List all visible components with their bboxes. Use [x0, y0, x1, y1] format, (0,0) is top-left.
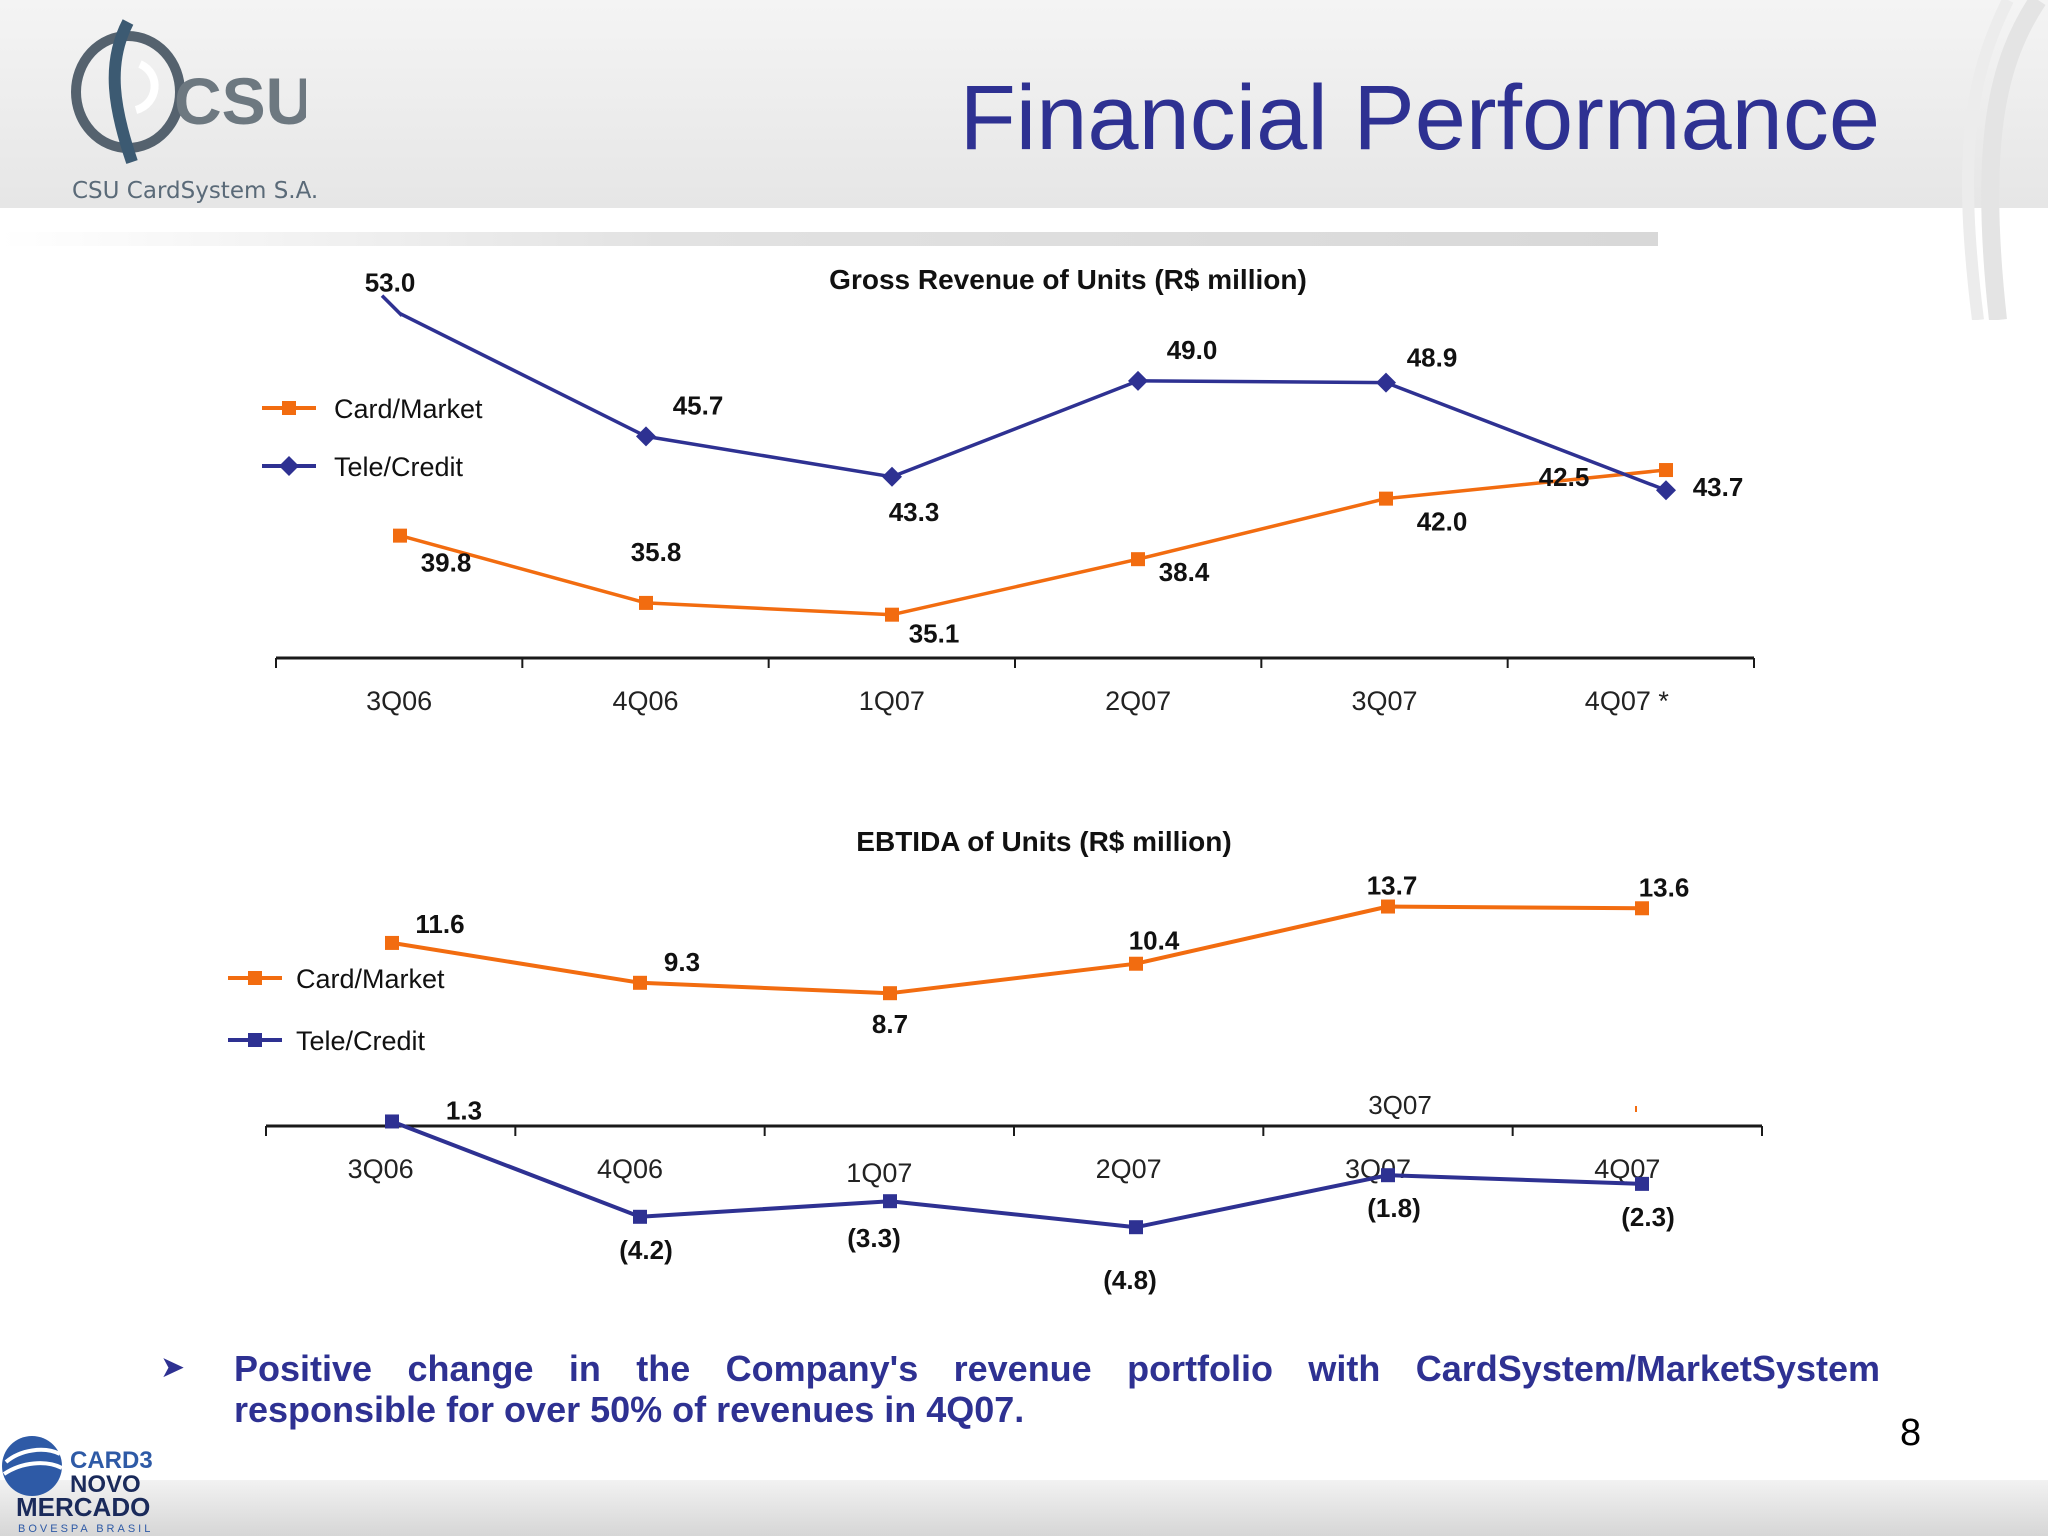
data-point: [385, 1114, 399, 1129]
data-point: [1635, 1176, 1649, 1191]
data-point: [885, 607, 899, 622]
series-line-tele-credit: [399, 312, 1667, 492]
data-point: [1129, 956, 1143, 971]
data-label: 49.0: [1167, 335, 1218, 365]
legend-label: Tele/Credit: [334, 452, 464, 482]
data-point: [1659, 463, 1673, 478]
data-label: (4.8): [1103, 1265, 1156, 1295]
logo-line-card3: CARD3: [70, 1447, 153, 1474]
logo-wordmark: CSU: [174, 64, 306, 138]
chart-annotation: 3Q07: [1368, 1090, 1432, 1120]
x-tick-label: 2Q07: [1096, 1154, 1162, 1184]
data-point: [1131, 552, 1145, 567]
x-tick-label: 1Q07: [859, 686, 925, 716]
x-tick-label: 4Q07: [1594, 1154, 1660, 1184]
data-point: [385, 935, 399, 950]
x-tick-label: 4Q06: [597, 1154, 663, 1184]
x-tick-label: 4Q07 *: [1585, 686, 1670, 716]
footer-band: [0, 1480, 2048, 1536]
data-point: [633, 975, 647, 990]
charts-canvas: Gross Revenue of Units (R$ million) 3Q06 4…: [228, 264, 1763, 1295]
legend-marker: [248, 1033, 262, 1047]
data-label: 43.3: [889, 497, 940, 527]
series-line-card-market: [391, 904, 1643, 996]
data-point: [636, 426, 656, 447]
logo-line-mercado: MERCADO: [16, 1492, 150, 1522]
header-band: [0, 0, 2048, 208]
data-label: 45.7: [673, 390, 724, 420]
x-tick-label: 2Q07: [1105, 686, 1171, 716]
x-tick-label: 3Q07: [1351, 686, 1417, 716]
x-tick-label: 3Q06: [348, 1154, 414, 1184]
header-divider: [0, 232, 1658, 246]
legend-marker: [248, 971, 262, 985]
data-label: 42.5: [1539, 462, 1590, 492]
chart-title: EBTIDA of Units (R$ million): [856, 826, 1231, 857]
series-line-card-market: [399, 468, 1667, 617]
page-number: 8: [1900, 1412, 1922, 1454]
legend-marker: [282, 401, 296, 415]
data-label: 42.0: [1417, 507, 1468, 537]
legend-label: Tele/Credit: [296, 1026, 426, 1056]
data-point: [1656, 480, 1676, 501]
data-label: 10.4: [1129, 926, 1180, 956]
data-label: 1.3: [446, 1095, 482, 1125]
x-tick-label: 3Q06: [366, 686, 432, 716]
data-label: (2.3): [1621, 1202, 1674, 1232]
data-label: 13.7: [1367, 871, 1418, 901]
data-point: [1381, 899, 1395, 914]
arrow-bullet-icon: ➤: [160, 1351, 186, 1384]
data-label: 35.1: [909, 619, 960, 649]
data-label: 39.8: [421, 548, 472, 578]
data-label: 43.7: [1693, 472, 1744, 502]
data-point: [1376, 372, 1396, 393]
legend-marker: [279, 456, 299, 476]
data-point: [1635, 901, 1649, 916]
data-label: 11.6: [415, 909, 464, 939]
data-point: [1379, 491, 1393, 506]
data-point: [883, 1194, 897, 1209]
data-point: [882, 466, 902, 487]
series-line-tele-credit: [391, 1119, 1643, 1230]
data-label: 48.9: [1407, 343, 1458, 373]
data-label: (4.2): [619, 1235, 672, 1265]
bullet-text: Positive change in the Company's revenue…: [234, 1348, 1880, 1430]
company-name: CSU CardSystem S.A.: [72, 178, 319, 204]
chart-title: Gross Revenue of Units (R$ million): [829, 264, 1307, 295]
data-point: [1128, 370, 1148, 391]
x-tick-label: 3Q07: [1345, 1154, 1411, 1184]
csu-logo: CSU: [71, 19, 306, 164]
data-label: (1.8): [1367, 1193, 1420, 1223]
data-label: 35.8: [631, 537, 682, 567]
series-line-start: [380, 294, 404, 317]
data-label: (3.3): [847, 1223, 900, 1253]
data-label: 9.3: [664, 947, 700, 977]
ebitda-chart: EBTIDA of Units (R$ million) 3Q06 4Q06 1Q07…: [228, 826, 1763, 1295]
novo-mercado-logo: CARD3 NOVO MERCADO BOVESPA BRASIL: [2, 1436, 153, 1535]
x-tick-label: 4Q06: [612, 686, 678, 716]
data-point: [1129, 1220, 1143, 1235]
x-tick-label: 1Q07: [846, 1158, 912, 1188]
page-title: Financial Performance: [959, 67, 1880, 169]
logo-line-bovespa: BOVESPA BRASIL: [18, 1523, 153, 1535]
data-point: [639, 595, 653, 610]
legend-label: Card/Market: [296, 964, 445, 994]
data-label: 13.6: [1639, 872, 1690, 902]
data-point: [633, 1209, 647, 1224]
data-point: [393, 528, 407, 543]
data-label: 53.0: [365, 268, 416, 298]
data-point: [883, 986, 897, 1001]
logo-line-novo: NOVO: [70, 1471, 141, 1498]
data-point: [1381, 1168, 1395, 1183]
data-label: 8.7: [872, 1009, 908, 1039]
decorative-swoosh: [1962, 0, 2046, 320]
gross-revenue-chart: Gross Revenue of Units (R$ million) 3Q06 4…: [262, 264, 1755, 716]
data-label: 38.4: [1159, 557, 1210, 587]
legend-label: Card/Market: [334, 394, 483, 424]
